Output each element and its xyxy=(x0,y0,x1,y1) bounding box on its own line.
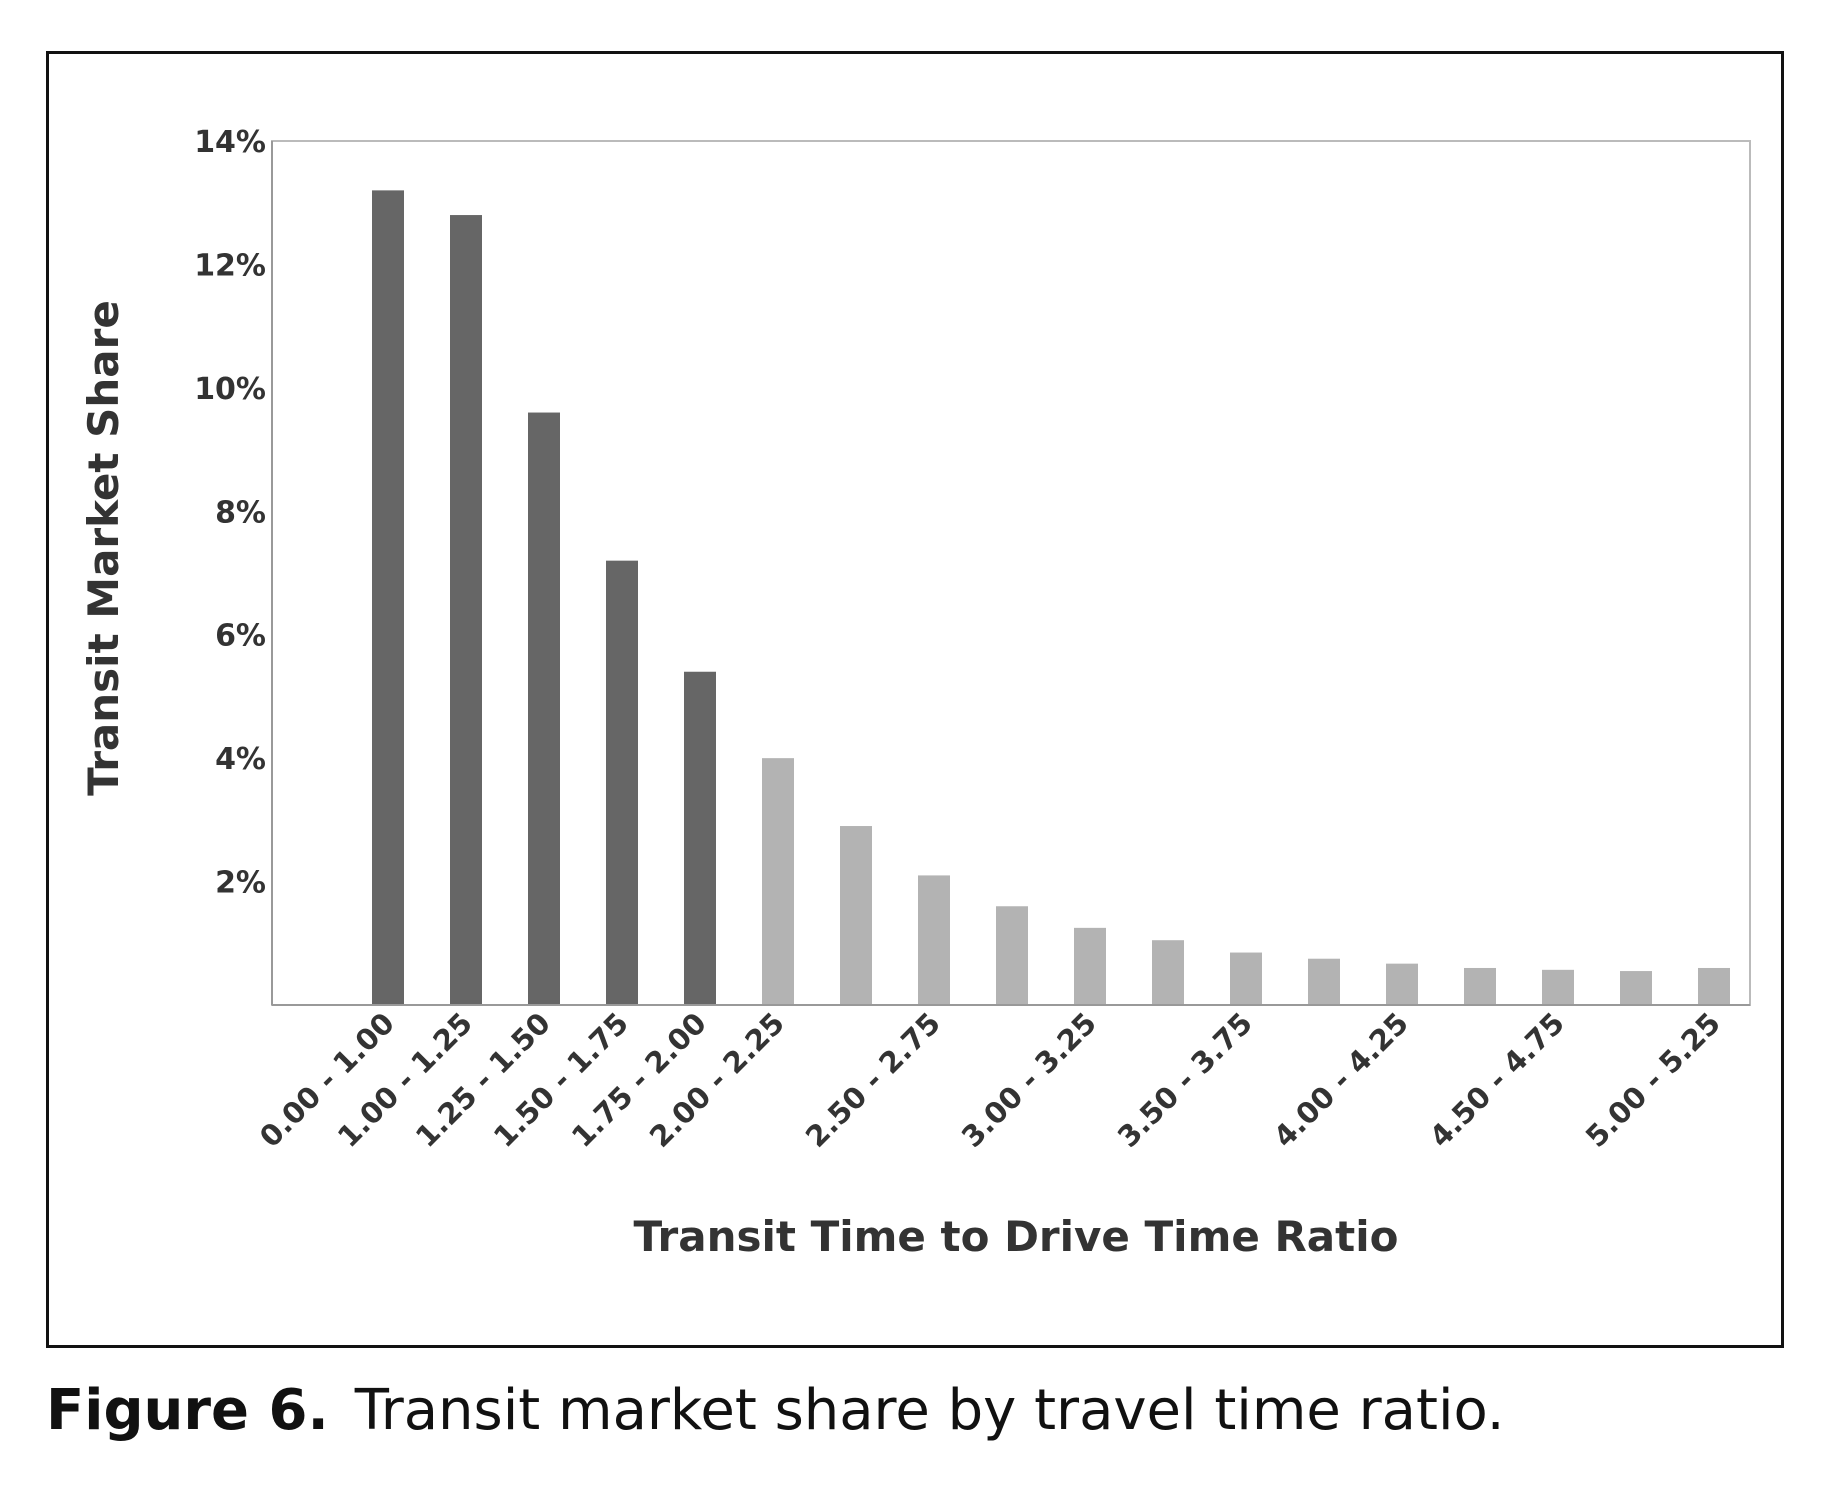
bar xyxy=(450,215,482,1006)
figure-caption-label: Figure 6. xyxy=(46,1378,329,1443)
bar xyxy=(918,875,950,1005)
x-tick-label: 5.00 - 5.25 xyxy=(1579,1006,1727,1154)
x-tick-label: 2.00 - 2.25 xyxy=(643,1006,791,1154)
figure-caption: Figure 6. Transit market share by travel … xyxy=(46,1378,1505,1443)
bar xyxy=(1230,952,1262,1005)
figure-caption-text: Transit market share by travel time rati… xyxy=(354,1378,1505,1443)
bar xyxy=(840,826,872,1005)
x-tick-label: 2.50 - 2.75 xyxy=(799,1006,947,1154)
x-tick-label: 1.25 - 1.50 xyxy=(409,1006,557,1154)
x-tick-label: 1.50 - 1.75 xyxy=(487,1006,635,1154)
y-axis-title: Transit Market Share xyxy=(79,300,128,796)
bar xyxy=(1620,971,1652,1005)
bar xyxy=(996,906,1028,1005)
x-tick-label: 0.00 - 1.00 xyxy=(253,1006,401,1154)
bar xyxy=(762,758,794,1005)
x-tick-label: 4.50 - 4.75 xyxy=(1423,1006,1571,1154)
bar xyxy=(1074,927,1106,1005)
y-tick-label: 6% xyxy=(215,619,266,654)
x-axis-labels: 0.00 - 1.001.00 - 1.251.25 - 1.501.50 - … xyxy=(253,1006,1727,1154)
y-tick-label: 2% xyxy=(215,866,266,901)
bar xyxy=(1308,958,1340,1005)
y-tick-label: 8% xyxy=(215,495,266,530)
y-axis-ticks: 2% 4% 6% 8% 10% 12% 14% xyxy=(194,125,266,901)
bars-group xyxy=(372,190,1730,1006)
y-tick-label: 4% xyxy=(215,742,266,777)
bar xyxy=(1152,940,1184,1005)
chart-frame xyxy=(46,51,1784,1348)
x-tick-label: 1.00 - 1.25 xyxy=(331,1006,479,1154)
x-tick-label: 3.50 - 3.75 xyxy=(1111,1006,1259,1154)
plot-area-border xyxy=(271,140,1751,1006)
y-tick-label: 10% xyxy=(194,372,266,407)
bar xyxy=(606,560,638,1005)
x-tick-label: 3.00 - 3.25 xyxy=(955,1006,1103,1154)
bar-chart: 2% 4% 6% 8% 10% 12% 14% 0.00 - 1.001.00 - 1.25… xyxy=(79,125,1751,1261)
bar xyxy=(372,190,404,1005)
x-axis-title: Transit Time to Drive Time Ratio xyxy=(634,1212,1399,1261)
bar xyxy=(528,412,560,1005)
bar xyxy=(684,671,716,1005)
bar xyxy=(1386,963,1418,1005)
bar xyxy=(1464,967,1496,1005)
y-tick-label: 14% xyxy=(194,125,266,160)
y-tick-label: 12% xyxy=(194,248,266,283)
x-tick-label: 1.75 - 2.00 xyxy=(565,1006,713,1154)
bar xyxy=(1698,967,1730,1005)
bar xyxy=(1542,969,1574,1005)
x-tick-label: 4.00 - 4.25 xyxy=(1267,1006,1415,1154)
